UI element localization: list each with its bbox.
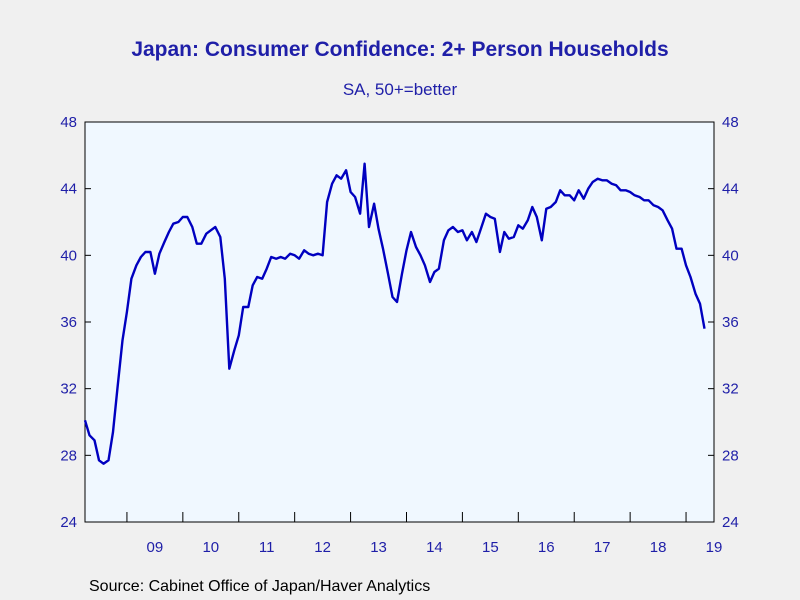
chart-subtitle: SA, 50+=better xyxy=(342,80,458,99)
x-tick-label: 17 xyxy=(594,539,611,556)
y-tick-label-left: 28 xyxy=(60,447,77,464)
plot-area xyxy=(84,121,715,523)
source-note: Source: Cabinet Office of Japan/Haver An… xyxy=(89,578,431,595)
axes: 24 24 28 28 32 32 36 36 40 40 44 44 48 48 09 10 11 12 13 14… xyxy=(60,114,738,556)
y-tick-label-right: 32 xyxy=(722,381,739,398)
y-tick-label-right: 28 xyxy=(722,447,739,464)
y-tick-label-left: 32 xyxy=(60,381,77,398)
x-tick-label: 15 xyxy=(482,539,499,556)
x-tick-label: 10 xyxy=(202,539,219,556)
y-tick-label-right: 36 xyxy=(722,314,739,331)
x-tick-label: 19 xyxy=(706,539,723,556)
y-tick-label-left: 48 xyxy=(60,114,77,131)
y-tick-label-left: 44 xyxy=(60,181,77,198)
x-tick-label: 13 xyxy=(370,539,387,556)
chart-title: Japan: Consumer Confidence: 2+ Person Ho… xyxy=(131,38,669,61)
x-tick-label: 11 xyxy=(259,539,275,556)
x-tick-label: 09 xyxy=(147,539,164,556)
y-tick-label-right: 40 xyxy=(722,247,739,264)
y-tick-label-right: 44 xyxy=(722,181,739,198)
y-tick-label-left: 40 xyxy=(60,247,77,264)
y-tick-label-right: 24 xyxy=(722,514,739,531)
y-tick-label-left: 24 xyxy=(60,514,77,531)
series-line xyxy=(83,162,706,465)
y-tick-label-left: 36 xyxy=(60,314,77,331)
y-tick-label-right: 48 xyxy=(722,114,739,131)
x-tick-label: 12 xyxy=(314,539,331,556)
x-tick-label: 16 xyxy=(538,539,555,556)
x-tick-label: 14 xyxy=(426,539,443,556)
x-tick-label: 18 xyxy=(650,539,667,556)
